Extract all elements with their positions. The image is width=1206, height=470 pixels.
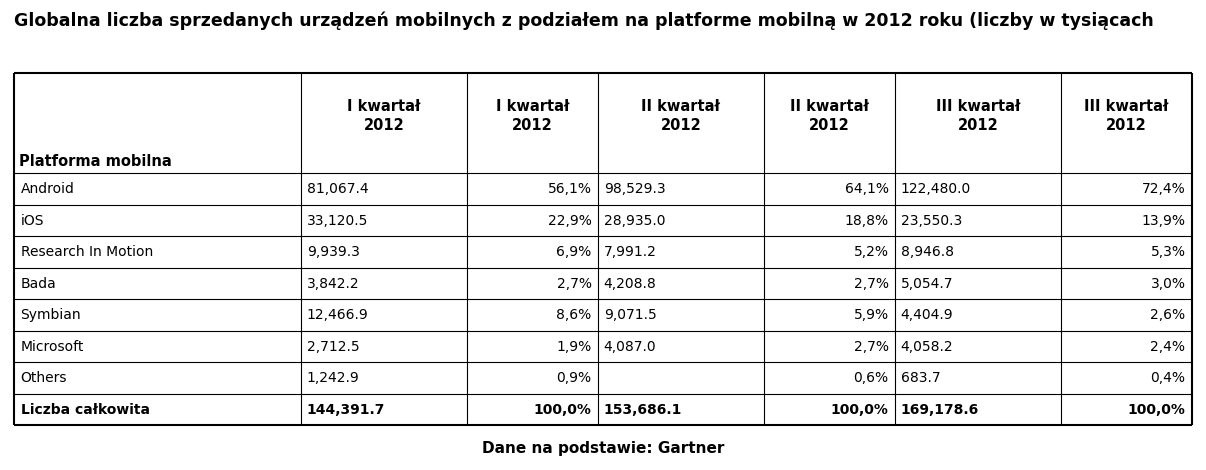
Text: 0,9%: 0,9% xyxy=(556,371,592,385)
Text: 4,404.9: 4,404.9 xyxy=(901,308,953,322)
Text: 8,6%: 8,6% xyxy=(556,308,592,322)
Text: 5,054.7: 5,054.7 xyxy=(901,276,953,290)
Text: 6,9%: 6,9% xyxy=(556,245,592,259)
Text: 64,1%: 64,1% xyxy=(844,182,889,196)
Text: 98,529.3: 98,529.3 xyxy=(604,182,666,196)
Text: III kwartał
2012: III kwartał 2012 xyxy=(936,99,1020,133)
Text: iOS: iOS xyxy=(21,213,43,227)
Text: 153,686.1: 153,686.1 xyxy=(604,403,683,416)
Text: Platforma mobilna: Platforma mobilna xyxy=(19,154,172,169)
Text: 100,0%: 100,0% xyxy=(831,403,889,416)
Text: 9,939.3: 9,939.3 xyxy=(306,245,359,259)
Text: 5,3%: 5,3% xyxy=(1151,245,1185,259)
Text: 2,7%: 2,7% xyxy=(557,276,592,290)
Text: 33,120.5: 33,120.5 xyxy=(306,213,368,227)
Text: 5,2%: 5,2% xyxy=(854,245,889,259)
Text: 12,466.9: 12,466.9 xyxy=(306,308,369,322)
Text: 100,0%: 100,0% xyxy=(1128,403,1185,416)
Text: 8,946.8: 8,946.8 xyxy=(901,245,954,259)
Text: 22,9%: 22,9% xyxy=(548,213,592,227)
Text: 56,1%: 56,1% xyxy=(548,182,592,196)
Text: 2,7%: 2,7% xyxy=(854,276,889,290)
Text: II kwartał
2012: II kwartał 2012 xyxy=(790,99,868,133)
Text: 122,480.0: 122,480.0 xyxy=(901,182,971,196)
Text: 2,7%: 2,7% xyxy=(854,340,889,353)
Text: I kwartał
2012: I kwartał 2012 xyxy=(347,99,421,133)
Text: 18,8%: 18,8% xyxy=(844,213,889,227)
Text: 13,9%: 13,9% xyxy=(1142,213,1185,227)
Text: 169,178.6: 169,178.6 xyxy=(901,403,979,416)
Text: 28,935.0: 28,935.0 xyxy=(604,213,666,227)
Text: 72,4%: 72,4% xyxy=(1142,182,1185,196)
Text: 2,4%: 2,4% xyxy=(1151,340,1185,353)
Text: 0,6%: 0,6% xyxy=(854,371,889,385)
Text: 3,842.2: 3,842.2 xyxy=(306,276,359,290)
Text: 2,6%: 2,6% xyxy=(1151,308,1185,322)
Text: 3,0%: 3,0% xyxy=(1151,276,1185,290)
Text: Microsoft: Microsoft xyxy=(21,340,84,353)
Text: 4,058.2: 4,058.2 xyxy=(901,340,953,353)
Text: 100,0%: 100,0% xyxy=(534,403,592,416)
Text: I kwartał
2012: I kwartał 2012 xyxy=(496,99,569,133)
Text: Dane na podstawie: Gartner: Dane na podstawie: Gartner xyxy=(482,441,724,456)
Text: 5,9%: 5,9% xyxy=(854,308,889,322)
Text: 9,071.5: 9,071.5 xyxy=(604,308,656,322)
Text: 1,242.9: 1,242.9 xyxy=(306,371,359,385)
Text: 23,550.3: 23,550.3 xyxy=(901,213,962,227)
Text: 1,9%: 1,9% xyxy=(556,340,592,353)
Text: 2,712.5: 2,712.5 xyxy=(306,340,359,353)
Text: III kwartał
2012: III kwartał 2012 xyxy=(1084,99,1169,133)
Text: II kwartał
2012: II kwartał 2012 xyxy=(642,99,720,133)
Text: Liczba całkowita: Liczba całkowita xyxy=(21,403,150,416)
Text: Others: Others xyxy=(21,371,68,385)
Text: 144,391.7: 144,391.7 xyxy=(306,403,385,416)
Text: Globalna liczba sprzedanych urządzeń mobilnych z podziałem na platforme mobilną : Globalna liczba sprzedanych urządzeń mob… xyxy=(14,12,1154,30)
Text: 0,4%: 0,4% xyxy=(1151,371,1185,385)
Text: Research In Motion: Research In Motion xyxy=(21,245,153,259)
Text: 4,087.0: 4,087.0 xyxy=(604,340,656,353)
Text: 7,991.2: 7,991.2 xyxy=(604,245,656,259)
Text: 4,208.8: 4,208.8 xyxy=(604,276,656,290)
Text: Bada: Bada xyxy=(21,276,57,290)
Text: Android: Android xyxy=(21,182,75,196)
Text: Symbian: Symbian xyxy=(21,308,81,322)
Text: 683.7: 683.7 xyxy=(901,371,941,385)
Text: 81,067.4: 81,067.4 xyxy=(306,182,368,196)
